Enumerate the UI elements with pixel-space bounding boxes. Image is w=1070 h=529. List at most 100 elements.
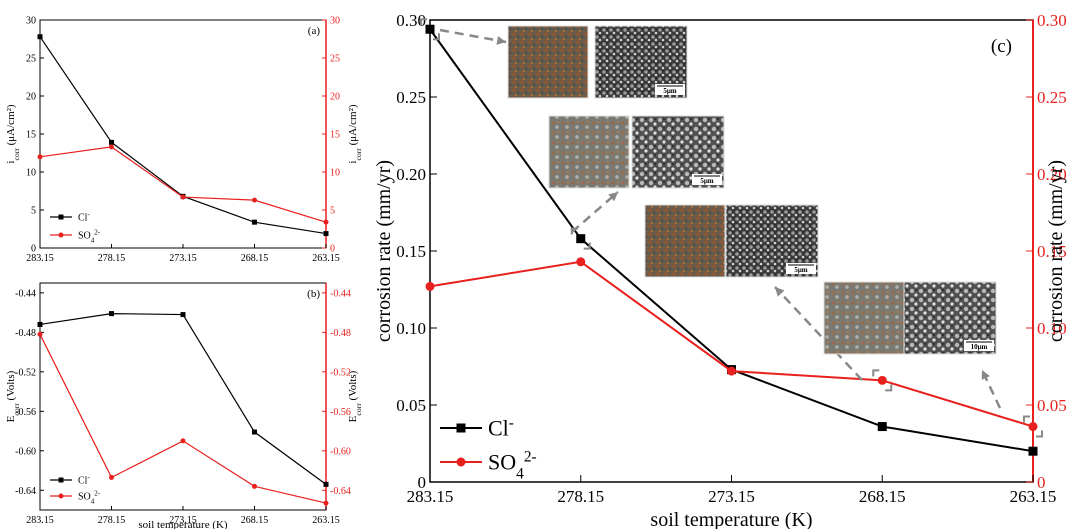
dashed-arrow: [571, 191, 619, 233]
y-axis-label-right: icorr (μA/cm²): [347, 104, 363, 164]
legend: Cl- SO42-: [50, 211, 101, 245]
panel-tag: (b): [307, 288, 320, 300]
scale-bar-label: 5μm: [794, 266, 807, 274]
series-line-1: [39, 146, 327, 223]
legend-swatch-marker: [58, 493, 64, 499]
x-axis-label: soil temperature (K): [138, 519, 228, 529]
y-tick-label-right: 0.30: [1037, 11, 1067, 30]
y-tick-label: 20: [26, 92, 36, 103]
data-point: [252, 483, 257, 489]
scale-bar-box: [692, 174, 722, 185]
series-line-0: [39, 312, 327, 485]
data-point: [109, 139, 114, 145]
legend-swatch-marker: [58, 232, 64, 238]
scale-bar-box: [786, 263, 816, 274]
data-point: [37, 321, 43, 327]
label-superscript: 2-: [94, 490, 101, 498]
label-superscript: 2-: [524, 448, 537, 465]
legend: Cl- SO42-: [440, 414, 537, 482]
data-point: [323, 500, 329, 506]
y-axis-label-right: Ecorr (Volts): [347, 370, 363, 422]
x-tick-label: 283.15: [407, 487, 454, 506]
y-tick-label-right: 0.15: [1037, 242, 1067, 261]
label-text: i: [5, 161, 17, 164]
y-tick-label: 25: [26, 54, 36, 65]
y-axis-label-right: corrosion rate (mm/yr): [1045, 160, 1067, 342]
label-text: Cl: [78, 476, 88, 487]
scale-bar-label: 5μm: [663, 87, 676, 95]
label-text: SO: [488, 450, 516, 475]
point-bracket: [1023, 415, 1043, 438]
x-tick-label: 283.15: [26, 515, 54, 526]
label-subscript: corr: [12, 148, 21, 161]
y-tick-label: 15: [26, 130, 36, 141]
data-point: [252, 219, 257, 225]
x-tick-label: 268.15: [241, 253, 269, 264]
legend-swatch-marker: [456, 423, 466, 433]
panel-b: -0.44 -0.44 -0.48 -0.48 -0.52 -0.52 -0.56 -0.56…: [5, 282, 363, 529]
y-tick-label-right: -0.48: [330, 328, 351, 339]
y-tick-label: 5: [31, 206, 36, 217]
data-point: [252, 197, 257, 203]
x-tick-label: 263.15: [312, 253, 340, 264]
label-text: i: [347, 161, 359, 164]
y-tick-label-right: 25: [330, 54, 340, 65]
y-tick-label-right: -0.60: [330, 446, 351, 457]
data-point: [1028, 422, 1038, 432]
y-tick-label: -0.52: [15, 367, 36, 378]
data-point: [37, 154, 43, 160]
x-axis-label: soil temperature (K): [650, 509, 812, 529]
data-point: [252, 429, 257, 435]
data-point: [37, 331, 43, 337]
legend: Cl- SO42-: [50, 474, 101, 506]
y-tick-label: 0.20: [396, 165, 426, 184]
y-tick-label-right: 10: [330, 168, 340, 179]
data-point: [180, 438, 186, 444]
legend-swatch-marker: [58, 214, 64, 220]
label-text: corrosion rate (mm/yr): [1045, 160, 1067, 342]
data-point: [323, 219, 329, 225]
legend-entry: Cl-: [488, 414, 514, 441]
label-subscript: corr: [354, 148, 363, 161]
data-point: [109, 474, 114, 480]
label-superscript: -: [87, 211, 90, 219]
y-tick-label: 0.25: [396, 88, 426, 107]
x-tick-label: 268.15: [241, 515, 269, 526]
label-text: (μA/cm²): [347, 104, 359, 148]
x-tick-label: 273.15: [169, 515, 197, 526]
y-tick-label: -0.56: [15, 407, 36, 418]
data-point: [180, 194, 186, 200]
arrow-head: [981, 370, 990, 380]
arrow-head: [496, 35, 506, 45]
label-subscript: corr: [12, 403, 21, 416]
x-tick-label: 278.15: [98, 253, 126, 264]
legend-entry: SO42-: [78, 490, 101, 506]
y-tick-label: 0.05: [396, 396, 426, 415]
legend-entry: Cl-: [78, 211, 90, 224]
y-axis-label: icorr (μA/cm²): [5, 104, 21, 164]
arrow-head: [608, 192, 618, 202]
label-text: (Volts): [347, 370, 359, 403]
point-bracket: [420, 18, 440, 41]
y-tick-label: 30: [26, 16, 36, 27]
inset-images: 5μm 5μm 5μm 10μm: [420, 18, 1043, 438]
data-point: [576, 234, 586, 244]
data-point: [180, 312, 186, 318]
y-tick-label: 0: [31, 244, 36, 255]
label-text: SO: [78, 231, 91, 242]
x-tick-label: 263.15: [312, 515, 340, 526]
label-superscript: -: [509, 414, 514, 431]
y-tick-label: 10: [26, 168, 36, 179]
x-tick-label: 278.15: [557, 487, 604, 506]
scale-bar-label: 10μm: [971, 343, 988, 351]
inset-pair: 10μm: [823, 281, 1043, 438]
inset-pair: 5μm: [548, 115, 725, 250]
data-point: [1028, 446, 1038, 456]
data-point: [425, 281, 435, 291]
y-tick-label: 0: [418, 473, 427, 492]
y-tick-label: -0.60: [15, 446, 36, 457]
data-point: [323, 231, 329, 237]
y-tick-label-right: 0: [330, 244, 335, 255]
data-point: [576, 257, 586, 267]
